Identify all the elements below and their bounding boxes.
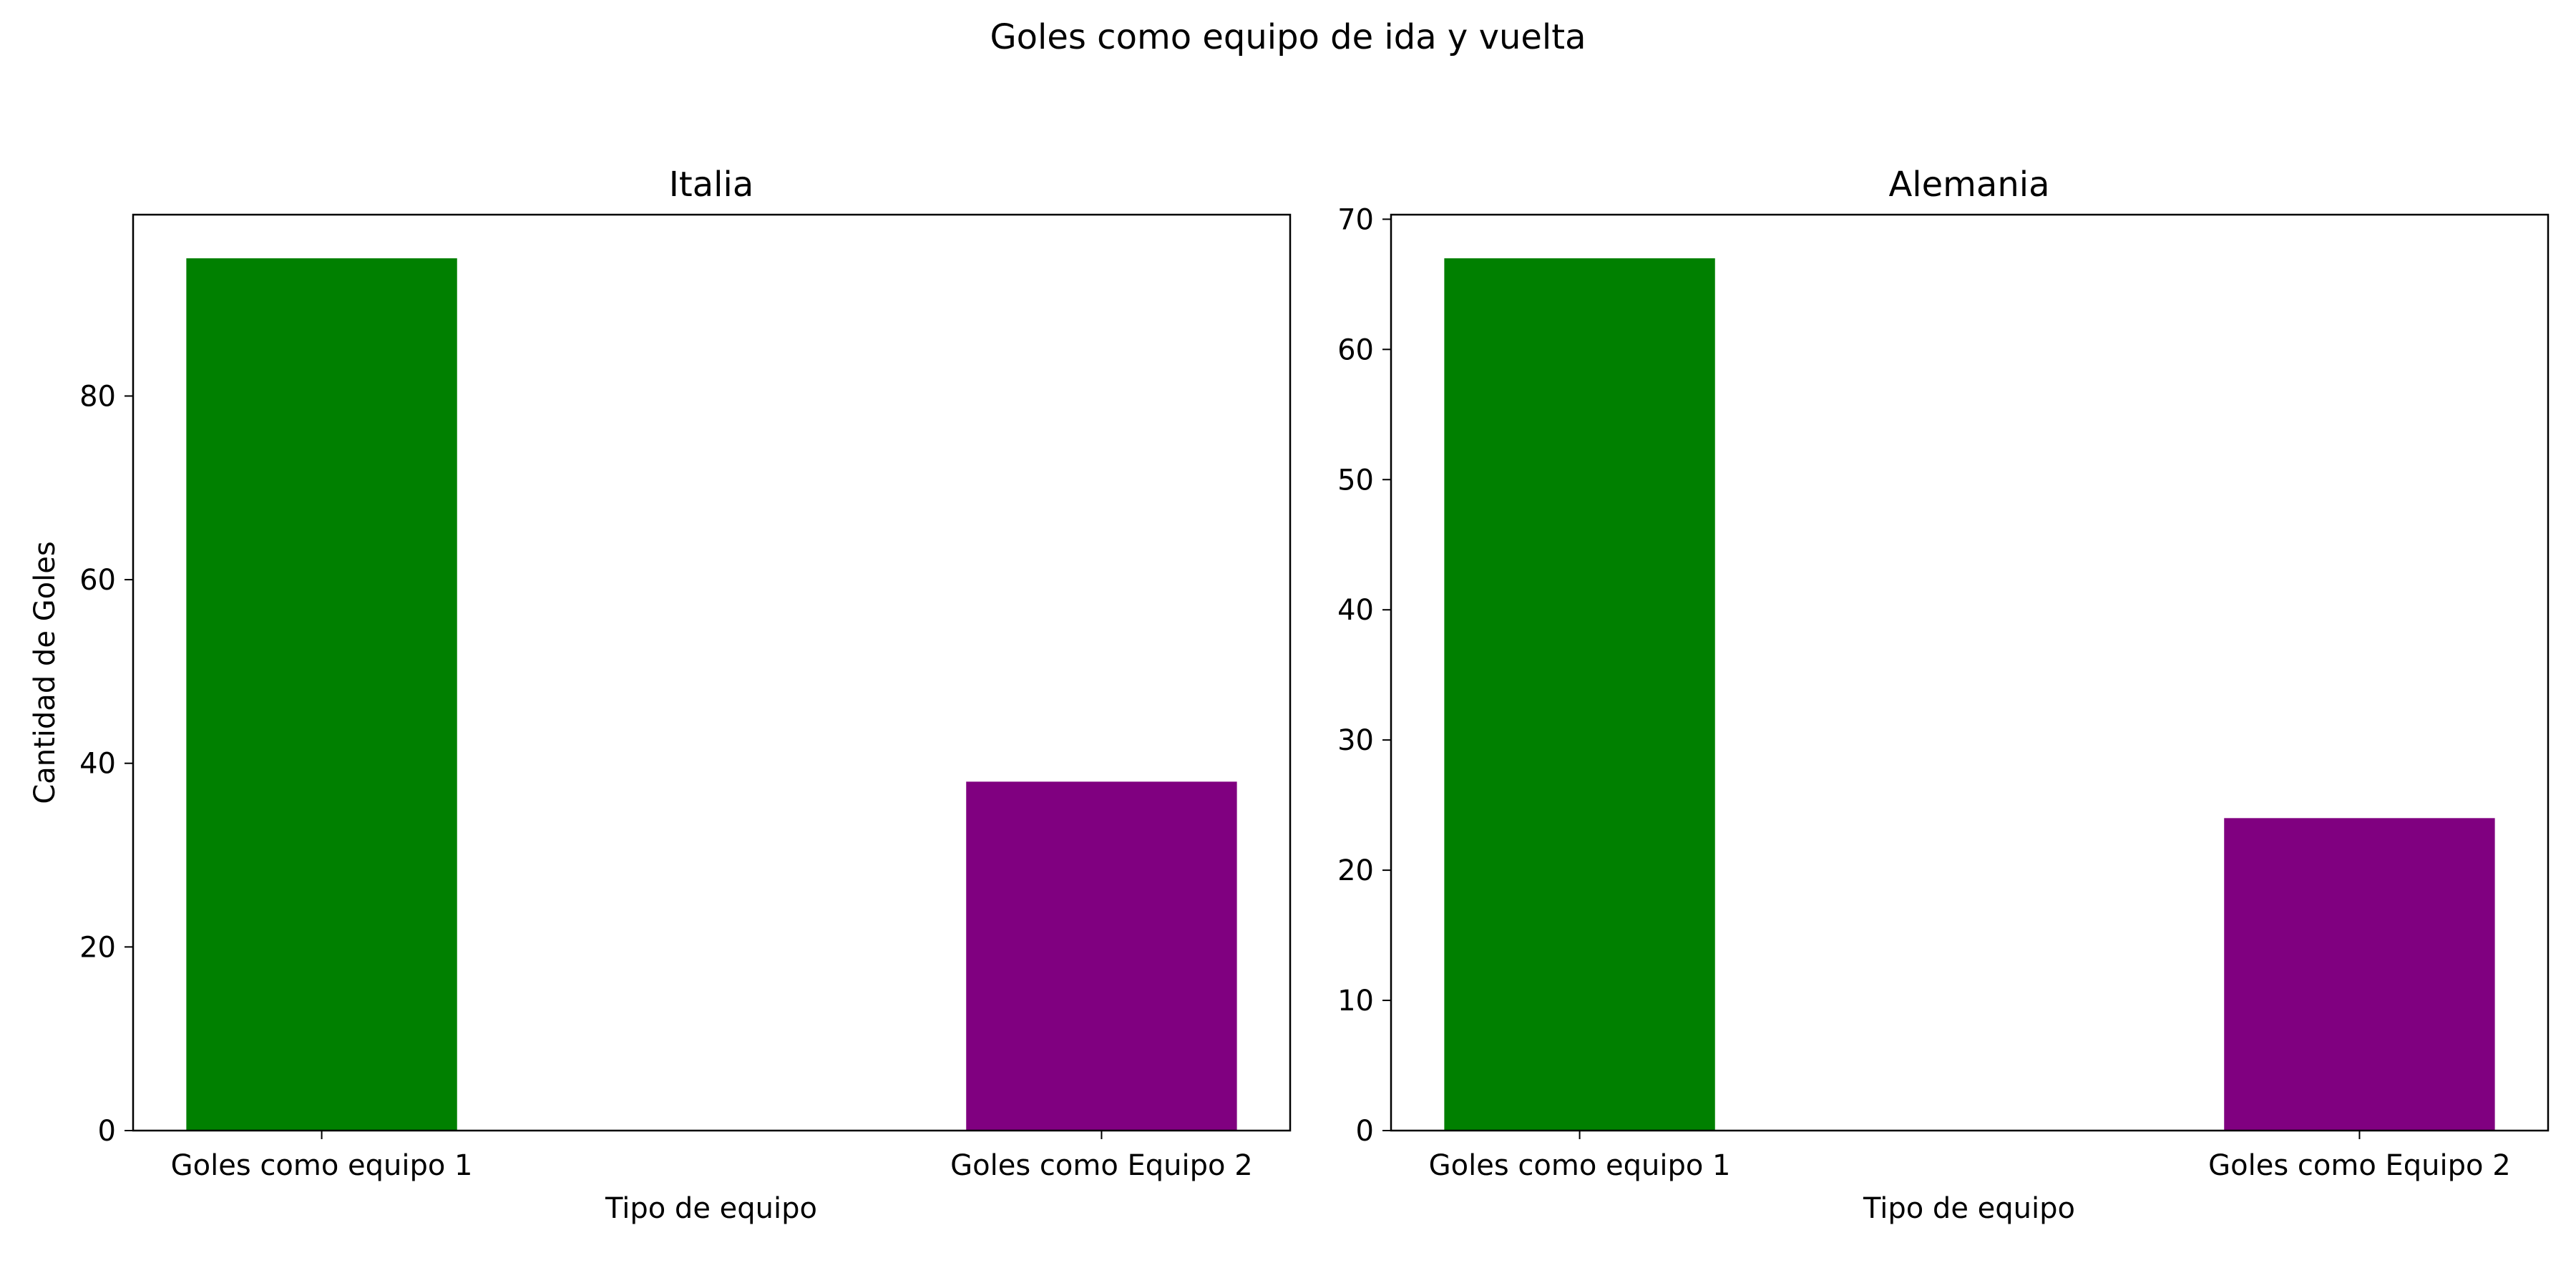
y-tick-label: 10 — [1337, 985, 1374, 1018]
y-tick-label: 40 — [1337, 594, 1374, 627]
x-axis-label: Tipo de equipo — [1863, 1192, 2075, 1225]
y-tick-label: 70 — [1337, 203, 1374, 236]
bar-2 — [2224, 818, 2495, 1131]
y-tick-label: 50 — [1337, 464, 1374, 497]
chart-panel-alemania: Alemania Tipo de equipo 0 10 20 30 40 50 60 70 G… — [1337, 165, 2550, 1225]
x-tick-label: Goles como Equipo 2 — [2208, 1149, 2511, 1182]
bar-1 — [186, 258, 457, 1131]
chart-panel-italia: Italia Tipo de equipo Cantidad de Goles … — [29, 165, 1292, 1225]
y-tick-label: 30 — [1337, 724, 1374, 757]
y-tick-label: 0 — [1356, 1115, 1374, 1148]
axes-frame — [1390, 213, 2550, 1132]
chart-title: Alemania — [1888, 165, 2049, 205]
x-axis-label: Tipo de equipo — [605, 1192, 817, 1225]
x-tick-label: Goles como equipo 1 — [1429, 1149, 1731, 1182]
x-tick-label: Goles como equipo 1 — [171, 1149, 473, 1182]
y-tick-label: 0 — [98, 1115, 116, 1148]
y-tick-label: 60 — [79, 564, 116, 597]
bar-2 — [966, 781, 1237, 1131]
y-tick-label: 20 — [79, 931, 116, 964]
y-tick-label: 60 — [1337, 333, 1374, 366]
chart-title: Italia — [669, 165, 753, 205]
y-tick-label: 80 — [79, 380, 116, 413]
y-tick-label: 20 — [1337, 854, 1374, 887]
bar-1 — [1444, 258, 1715, 1131]
y-axis-label: Cantidad de Goles — [29, 541, 62, 804]
x-tick-label: Goles como Equipo 2 — [950, 1149, 1253, 1182]
y-tick-label: 40 — [79, 748, 116, 781]
figure-suptitle: Goles como equipo de ida y vuelta — [990, 17, 1586, 57]
axes-frame — [132, 213, 1292, 1132]
